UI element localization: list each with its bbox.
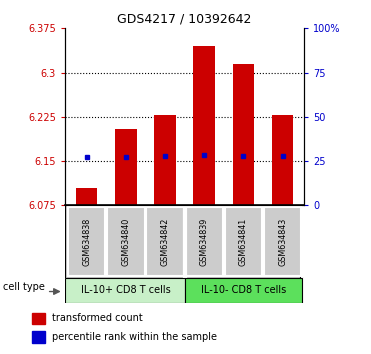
Text: IL-10+ CD8 T cells: IL-10+ CD8 T cells xyxy=(81,285,171,295)
FancyBboxPatch shape xyxy=(264,207,302,276)
FancyBboxPatch shape xyxy=(146,207,184,276)
Text: GSM634840: GSM634840 xyxy=(121,217,130,266)
Bar xyxy=(32,331,45,343)
Bar xyxy=(193,46,215,205)
Text: GSM634842: GSM634842 xyxy=(161,217,170,266)
FancyBboxPatch shape xyxy=(224,207,262,276)
Bar xyxy=(233,64,254,205)
Text: cell type: cell type xyxy=(3,282,45,292)
Text: GSM634838: GSM634838 xyxy=(82,217,91,266)
Bar xyxy=(272,115,293,205)
Text: transformed count: transformed count xyxy=(52,314,143,324)
Text: GSM634839: GSM634839 xyxy=(200,217,209,266)
Bar xyxy=(115,129,137,205)
FancyBboxPatch shape xyxy=(65,278,185,303)
Text: GSM634841: GSM634841 xyxy=(239,217,248,266)
FancyBboxPatch shape xyxy=(186,207,223,276)
FancyBboxPatch shape xyxy=(185,278,302,303)
FancyBboxPatch shape xyxy=(107,207,145,276)
FancyBboxPatch shape xyxy=(65,205,300,278)
Text: GSM634843: GSM634843 xyxy=(278,217,287,266)
FancyBboxPatch shape xyxy=(68,207,105,276)
Text: percentile rank within the sample: percentile rank within the sample xyxy=(52,332,217,342)
Bar xyxy=(32,313,45,324)
Title: GDS4217 / 10392642: GDS4217 / 10392642 xyxy=(117,13,252,26)
Text: IL-10- CD8 T cells: IL-10- CD8 T cells xyxy=(201,285,286,295)
Bar xyxy=(154,115,176,205)
Bar xyxy=(76,188,97,205)
